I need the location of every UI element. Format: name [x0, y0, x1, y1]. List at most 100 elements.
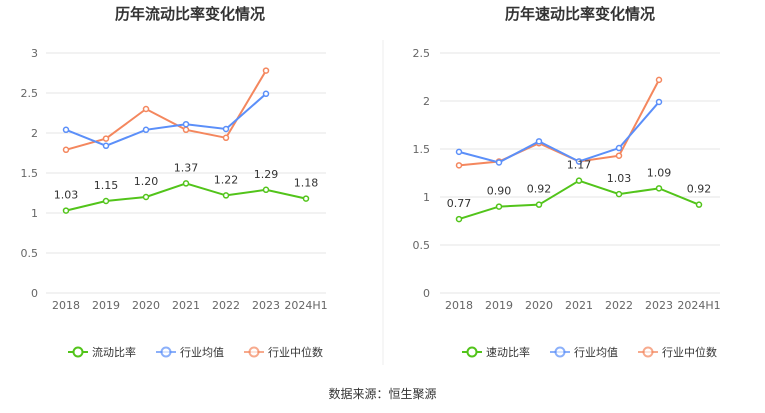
data-point[interactable]	[455, 148, 463, 156]
legend-item[interactable]: 流动比率	[68, 345, 136, 359]
legend-item[interactable]: 行业中位数	[244, 345, 323, 359]
data-label: 0.77	[447, 197, 472, 210]
x-tick-label: 2024H1	[284, 299, 327, 312]
data-point[interactable]	[495, 203, 503, 210]
data-point[interactable]	[575, 158, 583, 165]
data-point[interactable]	[575, 177, 583, 184]
y-tick-label: 1.5	[413, 143, 431, 156]
x-tick-label: 2019	[485, 299, 513, 312]
y-tick-label: 1	[423, 191, 430, 204]
x-tick-label: 2018	[52, 299, 80, 312]
legend-marker-icon	[642, 346, 654, 358]
y-tick-label: 2	[423, 95, 430, 108]
series-line-industry-avg	[458, 101, 660, 164]
y-tick-label: 3	[31, 47, 38, 60]
data-point[interactable]	[222, 134, 230, 142]
source-note: 数据来源：恒生聚源	[328, 387, 437, 401]
series-line-industry-avg	[65, 93, 267, 147]
x-tick-label: 2021	[565, 299, 593, 312]
data-point[interactable]	[102, 142, 110, 150]
chart-1: 历年流动比率变化情况 0 0.5 1 1.5 2 2.5 3 2018 2019 2020 2021 2…	[21, 5, 328, 359]
legend-item[interactable]: 速动比率	[462, 345, 530, 359]
x-tick-label: 2020	[525, 299, 553, 312]
data-label: 0.90	[487, 185, 512, 198]
y-tick-label: 2	[31, 127, 38, 140]
data-label: 1.15	[94, 179, 119, 192]
y-tick-label: 0.5	[413, 239, 431, 252]
legend-item[interactable]: 行业均值	[156, 346, 224, 359]
x-tick-label: 2024H1	[677, 299, 720, 312]
data-point[interactable]	[262, 186, 270, 194]
data-label: 1.18	[294, 177, 319, 190]
chart-title: 历年流动比率变化情况	[115, 5, 265, 23]
data-point[interactable]	[102, 197, 110, 205]
y-tick-label: 2.5	[21, 87, 39, 100]
data-label: 1.03	[54, 189, 79, 202]
data-label: 1.17	[567, 159, 592, 172]
y-tick-label: 1	[31, 207, 38, 220]
data-point[interactable]	[182, 120, 190, 128]
data-label: 0.92	[527, 183, 552, 196]
legend-marker-icon	[160, 346, 172, 358]
series-line-industry-median	[65, 70, 267, 151]
data-point[interactable]	[222, 192, 230, 199]
y-tick-label: 0	[423, 287, 430, 300]
data-label: 1.20	[134, 175, 159, 188]
legend-marker-icon	[466, 346, 478, 358]
data-point[interactable]	[142, 193, 150, 201]
x-tick-label: 2021	[172, 299, 200, 312]
data-point[interactable]	[535, 138, 543, 145]
data-point[interactable]	[695, 201, 703, 208]
data-point[interactable]	[182, 126, 190, 134]
data-point[interactable]	[262, 67, 270, 74]
data-point[interactable]	[142, 105, 150, 113]
data-label: 1.03	[607, 172, 632, 185]
y-tick-label: 0.5	[21, 247, 39, 260]
data-point[interactable]	[655, 98, 663, 106]
x-tick-label: 2022	[605, 299, 633, 312]
data-point[interactable]	[262, 90, 270, 98]
data-point[interactable]	[615, 144, 623, 152]
x-tick-label: 2023	[645, 299, 673, 312]
data-point[interactable]	[222, 125, 230, 133]
data-point[interactable]	[102, 135, 110, 142]
legend-label: 行业均值	[180, 346, 224, 359]
legend-label: 流动比率	[92, 345, 136, 359]
x-tick-label: 2023	[252, 299, 280, 312]
data-label: 1.22	[214, 173, 239, 186]
data-label: 1.37	[174, 161, 199, 174]
data-point[interactable]	[62, 207, 70, 214]
y-tick-label: 2.5	[413, 47, 431, 60]
y-tick-label: 1.5	[21, 167, 39, 180]
legend-label: 行业中位数	[268, 345, 323, 359]
y-tick-label: 0	[31, 287, 38, 300]
legend-label: 行业均值	[574, 346, 618, 359]
legend-marker-icon	[72, 346, 84, 358]
data-point[interactable]	[655, 76, 663, 84]
data-point[interactable]	[495, 159, 503, 166]
data-label: 1.09	[647, 166, 672, 179]
data-point[interactable]	[62, 146, 70, 154]
data-point[interactable]	[62, 126, 70, 134]
data-point[interactable]	[455, 162, 463, 169]
data-point[interactable]	[302, 195, 310, 202]
data-point[interactable]	[655, 185, 663, 192]
data-point[interactable]	[142, 126, 150, 134]
data-point[interactable]	[615, 152, 623, 159]
chart-2: 历年速动比率变化情况 0 0.5 1 1.5 2 2.5 2018 2019 2020 2021 20…	[413, 5, 721, 359]
legend-label: 行业中位数	[662, 345, 717, 359]
x-tick-label: 2018	[445, 299, 473, 312]
legend-marker-icon	[554, 346, 566, 358]
data-point[interactable]	[455, 215, 463, 223]
chart-title: 历年速动比率变化情况	[505, 5, 655, 23]
legend-marker-icon	[248, 346, 260, 358]
legend-item[interactable]: 行业中位数	[638, 345, 717, 359]
data-point[interactable]	[182, 180, 190, 187]
legend-item[interactable]: 行业均值	[550, 346, 618, 359]
data-point[interactable]	[535, 201, 543, 208]
x-tick-label: 2022	[212, 299, 240, 312]
x-tick-label: 2020	[132, 299, 160, 312]
data-point[interactable]	[615, 190, 623, 198]
